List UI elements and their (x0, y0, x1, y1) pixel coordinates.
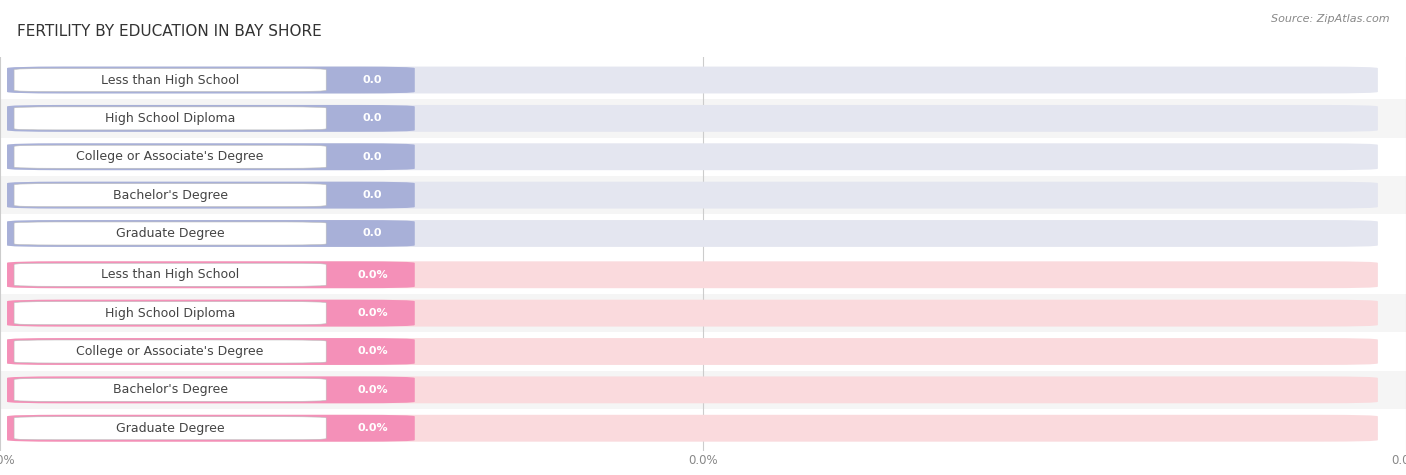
Text: 0.0: 0.0 (363, 114, 382, 124)
FancyBboxPatch shape (7, 376, 415, 403)
Text: Source: ZipAtlas.com: Source: ZipAtlas.com (1271, 14, 1389, 24)
Text: 0.0%: 0.0% (357, 346, 388, 357)
Text: College or Associate's Degree: College or Associate's Degree (76, 150, 264, 163)
FancyBboxPatch shape (14, 417, 326, 440)
Text: 0.0: 0.0 (363, 152, 382, 162)
FancyBboxPatch shape (7, 338, 415, 365)
Bar (0, 99, 1406, 138)
Text: Less than High School: Less than High School (101, 268, 239, 281)
FancyBboxPatch shape (7, 261, 1378, 288)
Text: 0.0%: 0.0% (357, 270, 388, 280)
FancyBboxPatch shape (7, 66, 1378, 94)
FancyBboxPatch shape (7, 105, 1378, 132)
FancyBboxPatch shape (7, 220, 415, 247)
Bar (0, 370, 1406, 409)
Text: Graduate Degree: Graduate Degree (115, 422, 225, 435)
Text: 0.0: 0.0 (363, 75, 382, 85)
FancyBboxPatch shape (7, 300, 415, 327)
FancyBboxPatch shape (14, 107, 326, 130)
FancyBboxPatch shape (14, 340, 326, 363)
FancyBboxPatch shape (7, 415, 415, 442)
Text: High School Diploma: High School Diploma (105, 307, 235, 320)
FancyBboxPatch shape (14, 222, 326, 245)
FancyBboxPatch shape (7, 143, 415, 170)
FancyBboxPatch shape (7, 376, 1378, 403)
Text: Bachelor's Degree: Bachelor's Degree (112, 189, 228, 201)
Text: Bachelor's Degree: Bachelor's Degree (112, 383, 228, 396)
FancyBboxPatch shape (7, 182, 415, 209)
FancyBboxPatch shape (7, 182, 1378, 209)
FancyBboxPatch shape (14, 184, 326, 207)
Text: 0.0%: 0.0% (357, 385, 388, 395)
Bar (0, 256, 1406, 294)
FancyBboxPatch shape (14, 302, 326, 324)
FancyBboxPatch shape (14, 263, 326, 286)
Text: 0.0: 0.0 (363, 228, 382, 238)
FancyBboxPatch shape (7, 415, 1378, 442)
Text: 0.0: 0.0 (363, 190, 382, 200)
Text: Graduate Degree: Graduate Degree (115, 227, 225, 240)
Text: 0.0%: 0.0% (357, 423, 388, 433)
Text: High School Diploma: High School Diploma (105, 112, 235, 125)
FancyBboxPatch shape (7, 220, 1378, 247)
Bar (0, 138, 1406, 176)
Text: College or Associate's Degree: College or Associate's Degree (76, 345, 264, 358)
Bar (0, 294, 1406, 332)
FancyBboxPatch shape (14, 68, 326, 92)
Bar (0, 409, 1406, 447)
FancyBboxPatch shape (14, 145, 326, 168)
FancyBboxPatch shape (7, 143, 1378, 170)
FancyBboxPatch shape (7, 338, 1378, 365)
Bar (0, 61, 1406, 99)
FancyBboxPatch shape (7, 261, 415, 288)
Bar (0, 176, 1406, 214)
Text: FERTILITY BY EDUCATION IN BAY SHORE: FERTILITY BY EDUCATION IN BAY SHORE (17, 24, 322, 39)
Text: 0.0%: 0.0% (357, 308, 388, 318)
FancyBboxPatch shape (14, 379, 326, 401)
Bar (0, 214, 1406, 253)
FancyBboxPatch shape (7, 105, 415, 132)
FancyBboxPatch shape (7, 66, 415, 94)
Text: Less than High School: Less than High School (101, 74, 239, 86)
Bar (0, 332, 1406, 371)
FancyBboxPatch shape (7, 300, 1378, 327)
